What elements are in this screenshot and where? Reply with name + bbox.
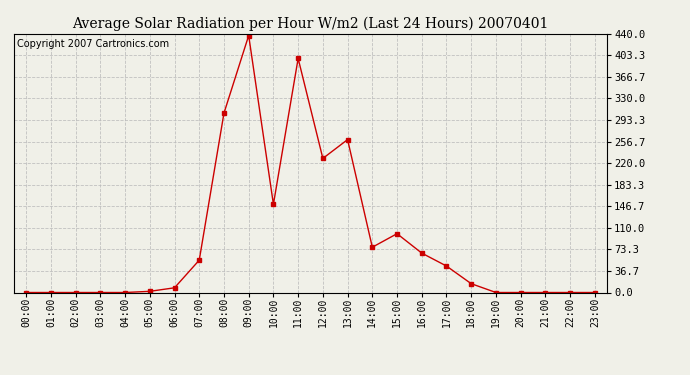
Text: Copyright 2007 Cartronics.com: Copyright 2007 Cartronics.com bbox=[17, 39, 169, 49]
Title: Average Solar Radiation per Hour W/m2 (Last 24 Hours) 20070401: Average Solar Radiation per Hour W/m2 (L… bbox=[72, 17, 549, 31]
